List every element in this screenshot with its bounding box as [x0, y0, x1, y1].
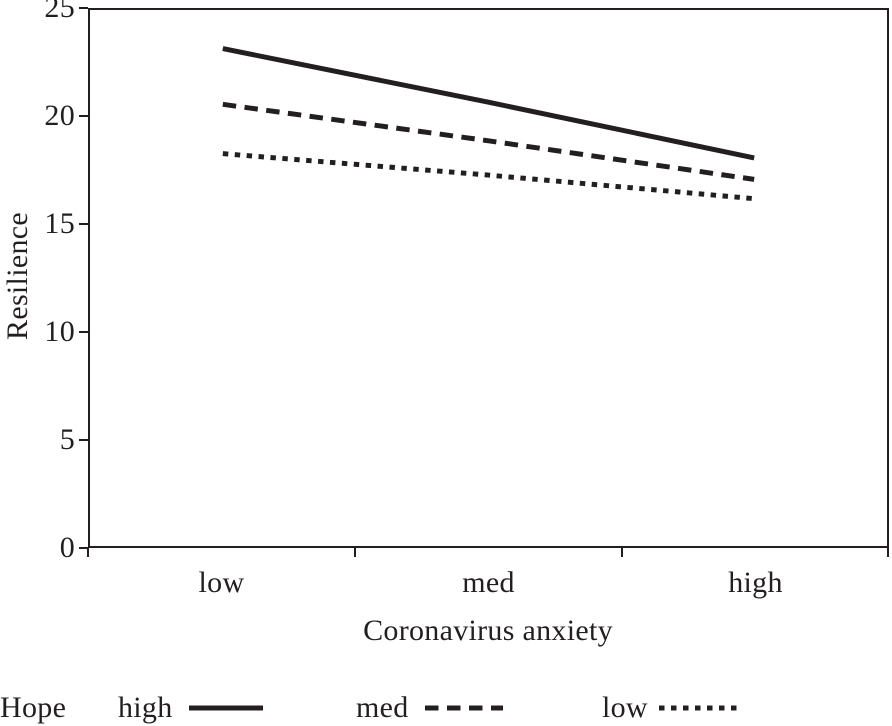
y-tick-label: 15: [44, 207, 75, 240]
y-tick-mark: [79, 546, 88, 550]
legend-swatch-solid-line: [188, 690, 264, 726]
legend-label-med: med: [356, 691, 409, 724]
x-tick-mark: [353, 548, 357, 557]
y-tick-mark: [79, 222, 88, 226]
y-tick-mark: [79, 114, 88, 118]
y-tick-mark: [79, 438, 88, 442]
x-tick-label: high: [728, 566, 783, 599]
series-line-high: [222, 46, 755, 161]
series-line-low: [222, 151, 755, 202]
x-tick-mark: [620, 548, 624, 557]
x-tick-mark: [86, 548, 90, 557]
y-tick-label: 10: [44, 315, 75, 348]
x-tick-mark: [886, 548, 889, 557]
y-tick-label: 0: [59, 531, 75, 564]
legend-title: Hope: [0, 691, 67, 724]
y-tick-mark: [79, 6, 88, 10]
legend-label-low: low: [602, 691, 648, 724]
y-tick-label: 20: [44, 99, 75, 132]
legend-swatch-dotted-line: [658, 690, 742, 726]
x-axis-title: Coronavirus anxiety: [363, 614, 613, 647]
plot-area: [88, 8, 889, 548]
chart-legend: Hope high med low: [0, 690, 892, 726]
chart-lines: [222, 46, 755, 202]
series-line-med: [222, 101, 755, 182]
y-tick-label: 5: [59, 423, 75, 456]
legend-swatch-dashed-line: [424, 690, 504, 726]
x-tick-label: low: [198, 566, 245, 599]
x-tick-label: med: [462, 566, 515, 599]
y-tick-mark: [79, 330, 88, 334]
y-tick-label: 25: [44, 0, 75, 24]
legend-label-high: high: [118, 691, 173, 724]
